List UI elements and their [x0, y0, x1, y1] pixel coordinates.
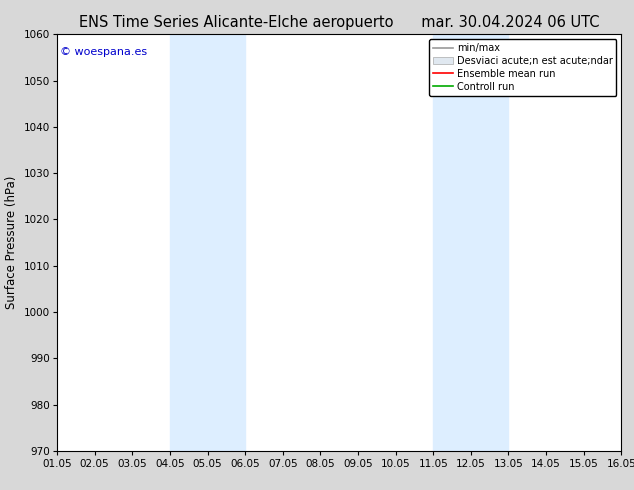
Bar [170, 34, 245, 451]
Text: © woespana.es: © woespana.es [60, 47, 147, 57]
Legend: min/max, Desviaci acute;n est acute;ndar, Ensemble mean run, Controll run: min/max, Desviaci acute;n est acute;ndar… [429, 39, 616, 96]
Title: ENS Time Series Alicante-Elche aeropuerto      mar. 30.04.2024 06 UTC: ENS Time Series Alicante-Elche aeropuert… [79, 15, 599, 30]
Bar [433, 34, 508, 451]
Y-axis label: Surface Pressure (hPa): Surface Pressure (hPa) [5, 176, 18, 309]
